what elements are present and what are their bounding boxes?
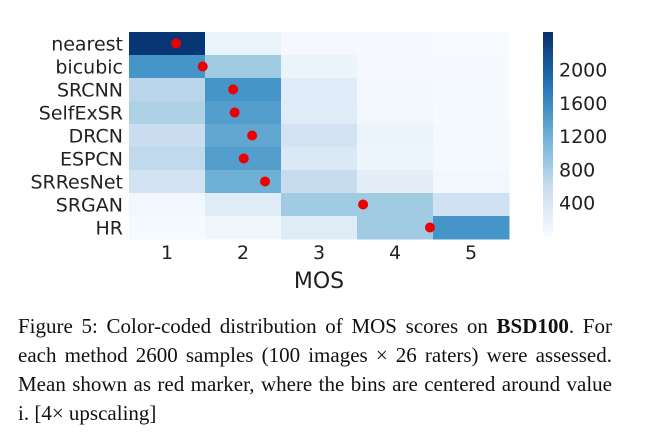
- colorbar-tick-label: 800: [559, 159, 595, 181]
- x-tick-label: 1: [161, 242, 173, 264]
- heatmap-cell: [433, 193, 510, 217]
- heatmap-cells: [129, 32, 510, 240]
- caption-text-2: . For each method 2600 samples (100 imag…: [18, 314, 612, 425]
- heatmap-cell: [205, 124, 282, 148]
- heatmap-cell: [205, 101, 282, 125]
- y-tick-label: SRCNN: [57, 80, 123, 102]
- mean-marker: [260, 176, 271, 187]
- colorbar-tick-label: 400: [559, 193, 595, 215]
- heatmap-cell: [357, 216, 434, 240]
- heatmap-cell: [281, 147, 358, 171]
- caption-dataset: BSD100: [496, 314, 569, 338]
- y-tick-label: nearest: [51, 34, 123, 56]
- heatmap-cell: [129, 193, 206, 217]
- heatmap-cell: [205, 32, 282, 56]
- heatmap-cell: [357, 147, 434, 171]
- x-tick-label: 3: [313, 242, 325, 264]
- mean-marker: [238, 153, 249, 164]
- mos-heatmap-chart: nearestbicubicSRCNNSelfExSRDRCNESPCNSRRe…: [30, 32, 607, 294]
- heatmap-cell: [433, 101, 510, 125]
- y-tick-label: DRCN: [69, 126, 123, 148]
- heatmap-cell: [433, 170, 510, 194]
- heatmap-cell: [129, 147, 206, 171]
- colorbar-tick-label: 2000: [559, 59, 607, 81]
- x-tick-label: 5: [465, 242, 477, 264]
- heatmap-cell: [433, 32, 510, 56]
- y-axis-labels: nearestbicubicSRCNNSelfExSRDRCNESPCNSRRe…: [30, 34, 123, 240]
- mean-marker: [247, 130, 258, 141]
- heatmap-cell: [357, 55, 434, 79]
- heatmap-cell: [357, 124, 434, 148]
- y-tick-label: SRResNet: [30, 172, 123, 194]
- heatmap-cell: [433, 216, 510, 240]
- y-tick-label: SRGAN: [56, 195, 123, 217]
- x-axis-title: MOS: [294, 269, 344, 294]
- heatmap-cell: [433, 78, 510, 102]
- heatmap-cell: [281, 101, 358, 125]
- y-tick-label: ESPCN: [60, 149, 123, 171]
- heatmap-cell: [205, 55, 282, 79]
- caption-text-1: Color-coded distribution of MOS scores o…: [97, 314, 497, 338]
- heatmap-cell: [129, 78, 206, 102]
- mean-marker: [229, 107, 240, 118]
- heatmap-cell: [205, 78, 282, 102]
- mean-marker: [358, 199, 369, 210]
- heatmap-cell: [433, 55, 510, 79]
- colorbar-tick-label: 1600: [559, 93, 607, 115]
- mean-marker: [228, 84, 239, 95]
- y-tick-label: bicubic: [55, 57, 123, 79]
- colorbar-tick-label: 1200: [559, 126, 607, 148]
- y-tick-label: HR: [96, 218, 124, 240]
- mean-marker: [424, 222, 435, 233]
- heatmap-cell: [129, 216, 206, 240]
- x-axis-labels: 1 2 3 4 5: [161, 242, 477, 264]
- y-tick-label: SelfExSR: [39, 103, 123, 125]
- heatmap-cell: [205, 193, 282, 217]
- heatmap-cell: [357, 78, 434, 102]
- heatmap-cell: [281, 124, 358, 148]
- figure-caption: Figure 5: Color-coded distribution of MO…: [18, 312, 612, 428]
- x-tick-label: 4: [389, 242, 401, 264]
- heatmap-cell: [129, 170, 206, 194]
- mean-markers: [171, 38, 435, 233]
- heatmap-cell: [129, 32, 206, 56]
- colorbar: [543, 32, 553, 236]
- heatmap-cell: [205, 216, 282, 240]
- heatmap-cell: [281, 78, 358, 102]
- heatmap-cell: [433, 124, 510, 148]
- heatmap-cell: [129, 55, 206, 79]
- heatmap-cell: [357, 193, 434, 217]
- heatmap-cell: [433, 147, 510, 171]
- mean-marker: [171, 38, 182, 49]
- heatmap-cell: [281, 216, 358, 240]
- figure-label: Figure 5:: [18, 314, 98, 338]
- heatmap-cell: [357, 32, 434, 56]
- heatmap-cell: [129, 124, 206, 148]
- heatmap-cell: [281, 55, 358, 79]
- heatmap-cell: [357, 101, 434, 125]
- heatmap-cell: [281, 193, 358, 217]
- heatmap-cell: [129, 101, 206, 125]
- heatmap-cell: [357, 170, 434, 194]
- heatmap-cell: [281, 32, 358, 56]
- heatmap-cell: [281, 170, 358, 194]
- x-tick-label: 2: [237, 242, 249, 264]
- heatmap-cell: [205, 170, 282, 194]
- mean-marker: [197, 61, 208, 72]
- colorbar-tick-labels: 400 800 1200 1600 2000: [559, 59, 607, 214]
